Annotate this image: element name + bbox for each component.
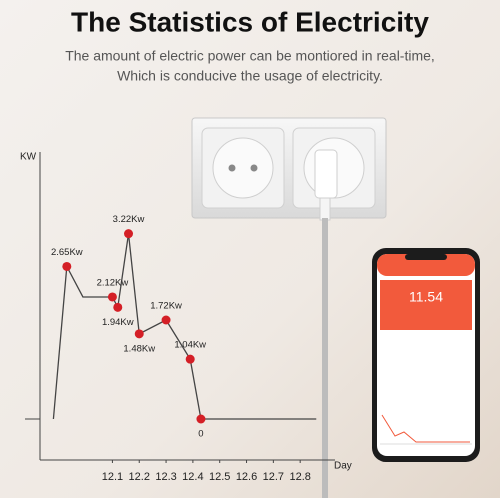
data-label: 0 — [198, 429, 203, 440]
x-tick-label: 12.6 — [236, 471, 257, 483]
chart-title: The Statistics of Electricity — [71, 6, 429, 37]
x-tick-label: 12.8 — [289, 471, 310, 483]
x-tick-label: 12.7 — [263, 471, 284, 483]
x-tick-label: 12.1 — [102, 471, 123, 483]
data-label: 1.72Kw — [150, 301, 182, 312]
data-point — [185, 354, 195, 364]
data-point — [196, 414, 206, 424]
x-axis-label: Day — [334, 461, 352, 472]
subtitle: Which is conducive the usage of electric… — [117, 68, 383, 84]
data-label: 1.94Kw — [102, 317, 134, 328]
data-label: 3.22Kw — [113, 214, 145, 225]
phone: 11.54 — [372, 248, 480, 462]
y-axis-label: KW — [20, 152, 37, 163]
data-point — [124, 229, 134, 239]
x-tick-label: 12.4 — [182, 471, 203, 483]
x-tick-label: 12.3 — [155, 471, 176, 483]
data-point — [134, 329, 144, 339]
data-label: 2.65Kw — [51, 247, 83, 258]
data-point — [62, 261, 72, 271]
data-label: 2.12Kw — [97, 277, 129, 288]
data-point — [161, 315, 171, 325]
data-label: 1.04Kw — [174, 340, 206, 351]
x-tick-label: 12.2 — [129, 471, 150, 483]
data-point — [107, 292, 117, 302]
subtitle: The amount of electric power can be mont… — [65, 48, 435, 64]
data-label: 1.48Kw — [123, 343, 155, 354]
x-tick-label: 12.5 — [209, 471, 230, 483]
socket-plate — [191, 117, 387, 498]
phone-reading: 11.54 — [409, 289, 443, 305]
data-point — [113, 302, 123, 312]
